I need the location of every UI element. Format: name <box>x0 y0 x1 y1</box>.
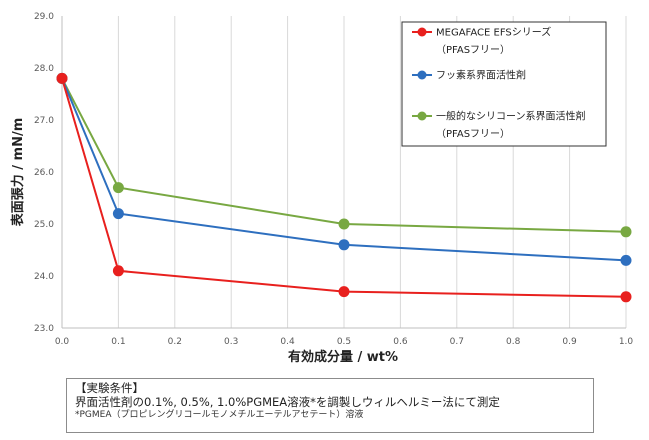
x-tick-label: 0.4 <box>280 337 295 347</box>
data-point <box>338 286 350 298</box>
y-tick-label: 26.0 <box>34 168 54 178</box>
x-tick-label: 0.5 <box>337 337 351 347</box>
legend-label-line2: （PFASフリー） <box>436 128 510 140</box>
data-point <box>56 72 68 84</box>
surface-tension-chart: 0.0 0.1 0.2 0.3 0.4 0.5 0.6 0.7 0.8 0.9 1.0 23.0 24.… <box>10 12 633 365</box>
data-point <box>112 182 124 194</box>
x-tick-label: 0.6 <box>393 337 408 347</box>
legend-label: フッ素系界面活性剤 <box>436 69 526 82</box>
x-tick-label: 0.1 <box>111 337 125 347</box>
chart-legend: MEGAFACE EFSシリーズ （PFASフリー） フッ素系界面活性剤一般的なシリ… <box>401 21 607 147</box>
data-point <box>620 254 632 266</box>
chart-ticks: 0.0 0.1 0.2 0.3 0.4 0.5 0.6 0.7 0.8 0.9 1.0 23.0 24.… <box>34 12 633 347</box>
legend-swatch-marker <box>417 111 427 121</box>
chart-series <box>56 72 632 303</box>
x-tick-label: 0.8 <box>506 337 521 347</box>
data-point <box>620 291 632 303</box>
series-line <box>61 77 627 233</box>
x-tick-label: 0.2 <box>168 337 182 347</box>
conditions-body: 界面活性剤の0.1%, 0.5%, 1.0%PGMEA溶液*を調製しウィルヘルミ… <box>75 394 500 409</box>
data-point <box>338 239 350 251</box>
experiment-conditions: 【実験条件】 界面活性剤の0.1%, 0.5%, 1.0%PGMEA溶液*を調製… <box>66 378 594 433</box>
legend-swatch-marker <box>417 27 427 37</box>
series-line <box>61 78 627 262</box>
y-tick-label: 23.0 <box>34 324 54 334</box>
legend-box <box>401 21 607 147</box>
y-tick-label: 24.0 <box>34 272 54 282</box>
x-tick-label: 0.7 <box>450 337 464 347</box>
x-axis-title: 有効成分量 / wt% <box>288 349 398 365</box>
data-point <box>338 218 350 230</box>
conditions-heading: 【実験条件】 <box>75 381 144 395</box>
conditions-footnote: *PGMEA（プロピレングリコールモノメチルエーテルアセテート）溶液 <box>75 409 364 420</box>
legend-label: 一般的なシリコーン系界面活性剤 <box>436 110 586 123</box>
chart-axes <box>61 16 626 329</box>
data-point <box>112 208 124 220</box>
y-tick-label: 29.0 <box>34 12 54 22</box>
data-point <box>620 226 632 238</box>
legend-swatch-marker <box>417 70 427 80</box>
legend-label: MEGAFACE EFSシリーズ <box>436 26 551 39</box>
y-axis-title: 表面張力 / mN/m <box>10 118 26 228</box>
x-tick-label: 1.0 <box>619 337 634 347</box>
series-line <box>61 78 627 298</box>
data-point <box>112 265 124 277</box>
y-tick-label: 28.0 <box>34 64 54 74</box>
y-tick-label: 25.0 <box>34 220 54 230</box>
y-tick-label: 27.0 <box>34 116 54 126</box>
x-tick-label: 0.9 <box>562 337 577 347</box>
legend-label-line2: （PFASフリー） <box>436 44 510 56</box>
x-tick-label: 0.0 <box>55 337 70 347</box>
x-tick-label: 0.3 <box>224 337 238 347</box>
